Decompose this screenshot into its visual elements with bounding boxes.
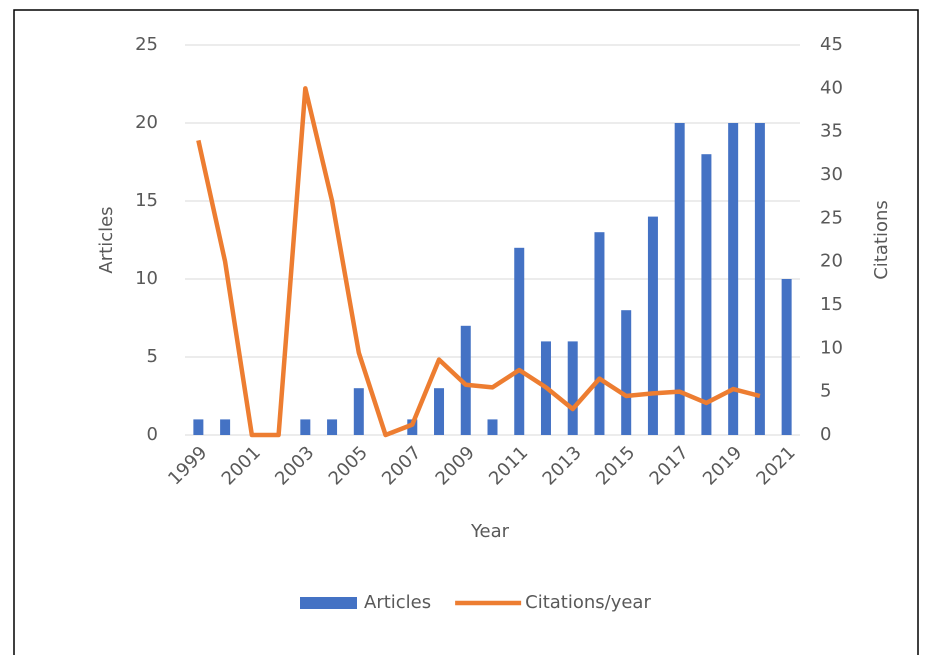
y2-tick-label: 20 [820, 251, 843, 272]
y2-tick-label: 15 [820, 294, 843, 315]
bar [567, 341, 578, 435]
bar [674, 123, 685, 435]
x-tick-label: 2015 [592, 442, 639, 489]
frame [13, 9, 919, 655]
x-tick-label: 2009 [432, 442, 479, 489]
y-tick-label: 5 [147, 346, 158, 367]
x-tick-label: 2017 [646, 442, 693, 489]
y2-tick-label: 45 [820, 34, 843, 55]
x-tick-label: 2019 [699, 442, 746, 489]
bar [647, 216, 658, 435]
x-tick-label: 2005 [325, 442, 372, 489]
y-tick-label: 15 [135, 190, 158, 211]
x-tick-label: 2021 [752, 442, 799, 489]
y-tick-label: 20 [135, 112, 158, 133]
bar [300, 419, 311, 435]
y2-axis-label: Citations [871, 200, 892, 280]
x-tick-label: 2011 [485, 442, 532, 489]
bar [514, 247, 525, 435]
bar [327, 419, 338, 435]
y-axis-label: Articles [96, 206, 117, 273]
bar [754, 123, 765, 435]
legend-label: Citations/year [525, 592, 651, 613]
y-tick-label: 0 [147, 424, 158, 445]
y2-tick-label: 0 [820, 424, 831, 445]
bar [487, 419, 498, 435]
bar [407, 419, 418, 435]
y2-tick-label: 30 [820, 164, 843, 185]
x-tick-label: 2003 [271, 442, 318, 489]
y2-tick-label: 25 [820, 207, 843, 228]
x-tick-label: 2001 [218, 442, 265, 489]
y2-tick-label: 10 [820, 337, 843, 358]
x-tick-label: 1999 [164, 442, 211, 489]
bar [220, 419, 231, 435]
x-axis-label: Year [470, 521, 510, 542]
bar [434, 388, 445, 435]
bar [594, 232, 605, 435]
bar [728, 123, 739, 435]
x-tick-label: 2007 [378, 442, 425, 489]
y2-tick-label: 40 [820, 77, 843, 98]
line [196, 86, 761, 438]
bar [701, 154, 712, 435]
x-tick-label: 2013 [539, 442, 586, 489]
legend-label: Articles [364, 592, 431, 613]
y-tick-label: 25 [135, 34, 158, 55]
bar [353, 388, 364, 435]
y-tick-label: 10 [135, 268, 158, 289]
bar [621, 310, 632, 435]
y2-tick-label: 35 [820, 121, 843, 142]
bar [193, 419, 204, 435]
bar [781, 279, 792, 435]
legend-swatch [300, 597, 357, 609]
y2-tick-label: 5 [820, 381, 831, 402]
bar [460, 325, 471, 435]
